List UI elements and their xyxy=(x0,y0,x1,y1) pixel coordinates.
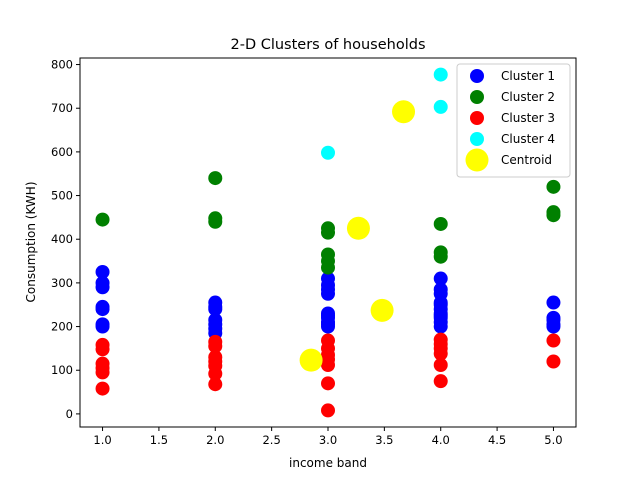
cluster-2-point xyxy=(95,212,110,227)
centroid-point xyxy=(370,298,394,322)
cluster-1-point xyxy=(95,302,110,317)
cluster-1-point xyxy=(95,264,110,279)
y-tick-label: 300 xyxy=(51,276,73,290)
cluster-3-point xyxy=(321,376,335,391)
x-tick-label: 3.0 xyxy=(319,433,337,447)
legend-label-cluster-1: Cluster 1 xyxy=(501,69,555,83)
cluster-3-point xyxy=(433,374,448,389)
y-axis-label: Consumption (KWH) xyxy=(24,182,38,303)
legend-label-centroid: Centroid xyxy=(501,153,552,167)
cluster-2-point xyxy=(546,208,561,223)
cluster-3-point xyxy=(208,377,223,392)
cluster-1-point xyxy=(433,319,448,334)
x-tick-label: 2.0 xyxy=(206,433,224,447)
y-tick-label: 700 xyxy=(51,101,73,115)
legend-marker-cluster-3 xyxy=(470,111,484,125)
legend-label-cluster-2: Cluster 2 xyxy=(501,90,555,104)
cluster-3-point xyxy=(95,381,110,396)
cluster-3-point xyxy=(433,346,448,361)
x-tick-label: 2.5 xyxy=(262,433,280,447)
x-axis-ticks: 1.0 1.5 2.0 2.5 3.0 3.5 4.0 4.5 5.0 xyxy=(93,427,563,447)
x-tick-label: 5.0 xyxy=(544,433,562,447)
cluster-2-point xyxy=(208,171,223,186)
cluster-2-point xyxy=(433,216,448,231)
cluster-2-point xyxy=(208,214,223,229)
cluster-1-point xyxy=(95,280,110,295)
chart-title: 2-D Clusters of households xyxy=(230,37,425,53)
cluster-1-point xyxy=(433,271,448,286)
legend-box xyxy=(456,63,571,178)
cluster-4-point xyxy=(433,67,448,82)
cluster-1-point xyxy=(208,302,223,317)
centroid-point xyxy=(346,216,370,240)
cluster-2-point xyxy=(321,225,335,240)
cluster-3-point xyxy=(433,357,448,372)
y-axis-ticks: 0 100 200 300 400 500 600 700 800 xyxy=(51,58,80,421)
x-tick-label: 4.0 xyxy=(432,433,450,447)
cluster-4-point xyxy=(433,99,448,114)
y-tick-label: 0 xyxy=(66,407,73,421)
cluster-3-point xyxy=(95,365,110,380)
cluster-2-point xyxy=(433,249,448,264)
y-tick-label: 500 xyxy=(51,189,73,203)
cluster-1-point xyxy=(95,319,110,334)
x-tick-label: 1.5 xyxy=(150,433,168,447)
cluster-3-point xyxy=(208,366,223,381)
x-tick-label: 1.0 xyxy=(93,433,111,447)
cluster-1-point xyxy=(546,319,561,334)
y-tick-label: 400 xyxy=(51,232,73,246)
legend-label-cluster-4: Cluster 4 xyxy=(501,132,555,146)
cluster-1-point xyxy=(546,295,561,310)
data-points xyxy=(95,67,561,418)
legend-marker-cluster-2 xyxy=(470,90,484,104)
x-tick-label: 3.5 xyxy=(375,433,393,447)
legend: Cluster 1 Cluster 2 Cluster 3 Cluster 4 Cent… xyxy=(456,63,571,178)
legend-marker-centroid xyxy=(465,148,489,172)
cluster-3-point xyxy=(95,342,110,357)
cluster-1-point xyxy=(321,286,335,301)
centroid-point xyxy=(392,100,416,124)
cluster-4-point xyxy=(321,145,335,160)
legend-label-cluster-3: Cluster 3 xyxy=(501,111,555,125)
y-tick-label: 800 xyxy=(51,58,73,72)
cluster-3-point xyxy=(321,357,335,372)
cluster-3-point xyxy=(321,403,335,418)
cluster-3-point xyxy=(208,339,223,354)
cluster-1-point xyxy=(321,319,335,334)
x-tick-label: 4.5 xyxy=(488,433,506,447)
legend-marker-cluster-1 xyxy=(470,69,484,83)
legend-marker-cluster-4 xyxy=(470,132,484,146)
cluster-2-point xyxy=(321,260,335,275)
y-tick-label: 200 xyxy=(51,320,73,334)
x-axis-label: income band xyxy=(289,456,367,470)
cluster-3-point xyxy=(546,354,561,369)
cluster-2-point xyxy=(546,179,561,194)
cluster-3-point xyxy=(546,333,561,348)
y-tick-label: 100 xyxy=(51,363,73,377)
y-tick-label: 600 xyxy=(51,145,73,159)
centroid-point xyxy=(299,348,323,372)
